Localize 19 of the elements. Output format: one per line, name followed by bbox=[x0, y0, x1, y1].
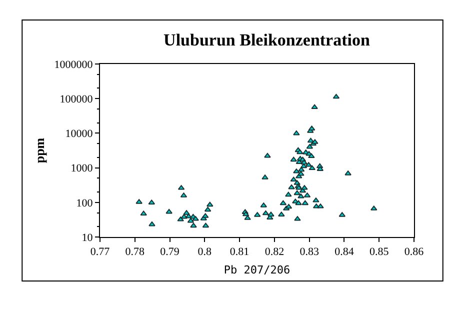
x-tick-label: 0.77 bbox=[90, 246, 110, 258]
x-tick-label: 0.86 bbox=[404, 246, 424, 258]
x-tick-label: 0.81 bbox=[230, 246, 250, 258]
chart-title: Uluburun Bleikonzentration bbox=[164, 30, 370, 50]
x-tick-label: 0.82 bbox=[264, 246, 284, 258]
y-tick-label: 1000000 bbox=[54, 58, 94, 71]
y-tick-label: 1000 bbox=[70, 162, 94, 175]
y-tick-label: 10000 bbox=[65, 128, 94, 140]
x-tick-label: 0.8 bbox=[198, 246, 212, 258]
y-axis-title: ppm bbox=[32, 138, 48, 164]
x-tick-label: 0.83 bbox=[300, 246, 320, 258]
x-tick-label: 0.85 bbox=[369, 246, 390, 258]
x-tick-label: 0.79 bbox=[160, 246, 180, 258]
y-tick-label: 100000 bbox=[60, 93, 94, 106]
y-tick-label: 10 bbox=[82, 232, 94, 244]
x-tick-label: 0.84 bbox=[334, 246, 354, 258]
x-axis-title: Pb 207/206 bbox=[224, 263, 290, 276]
y-tick-label: 100 bbox=[76, 197, 94, 210]
x-tick-label: 0.78 bbox=[125, 246, 146, 258]
